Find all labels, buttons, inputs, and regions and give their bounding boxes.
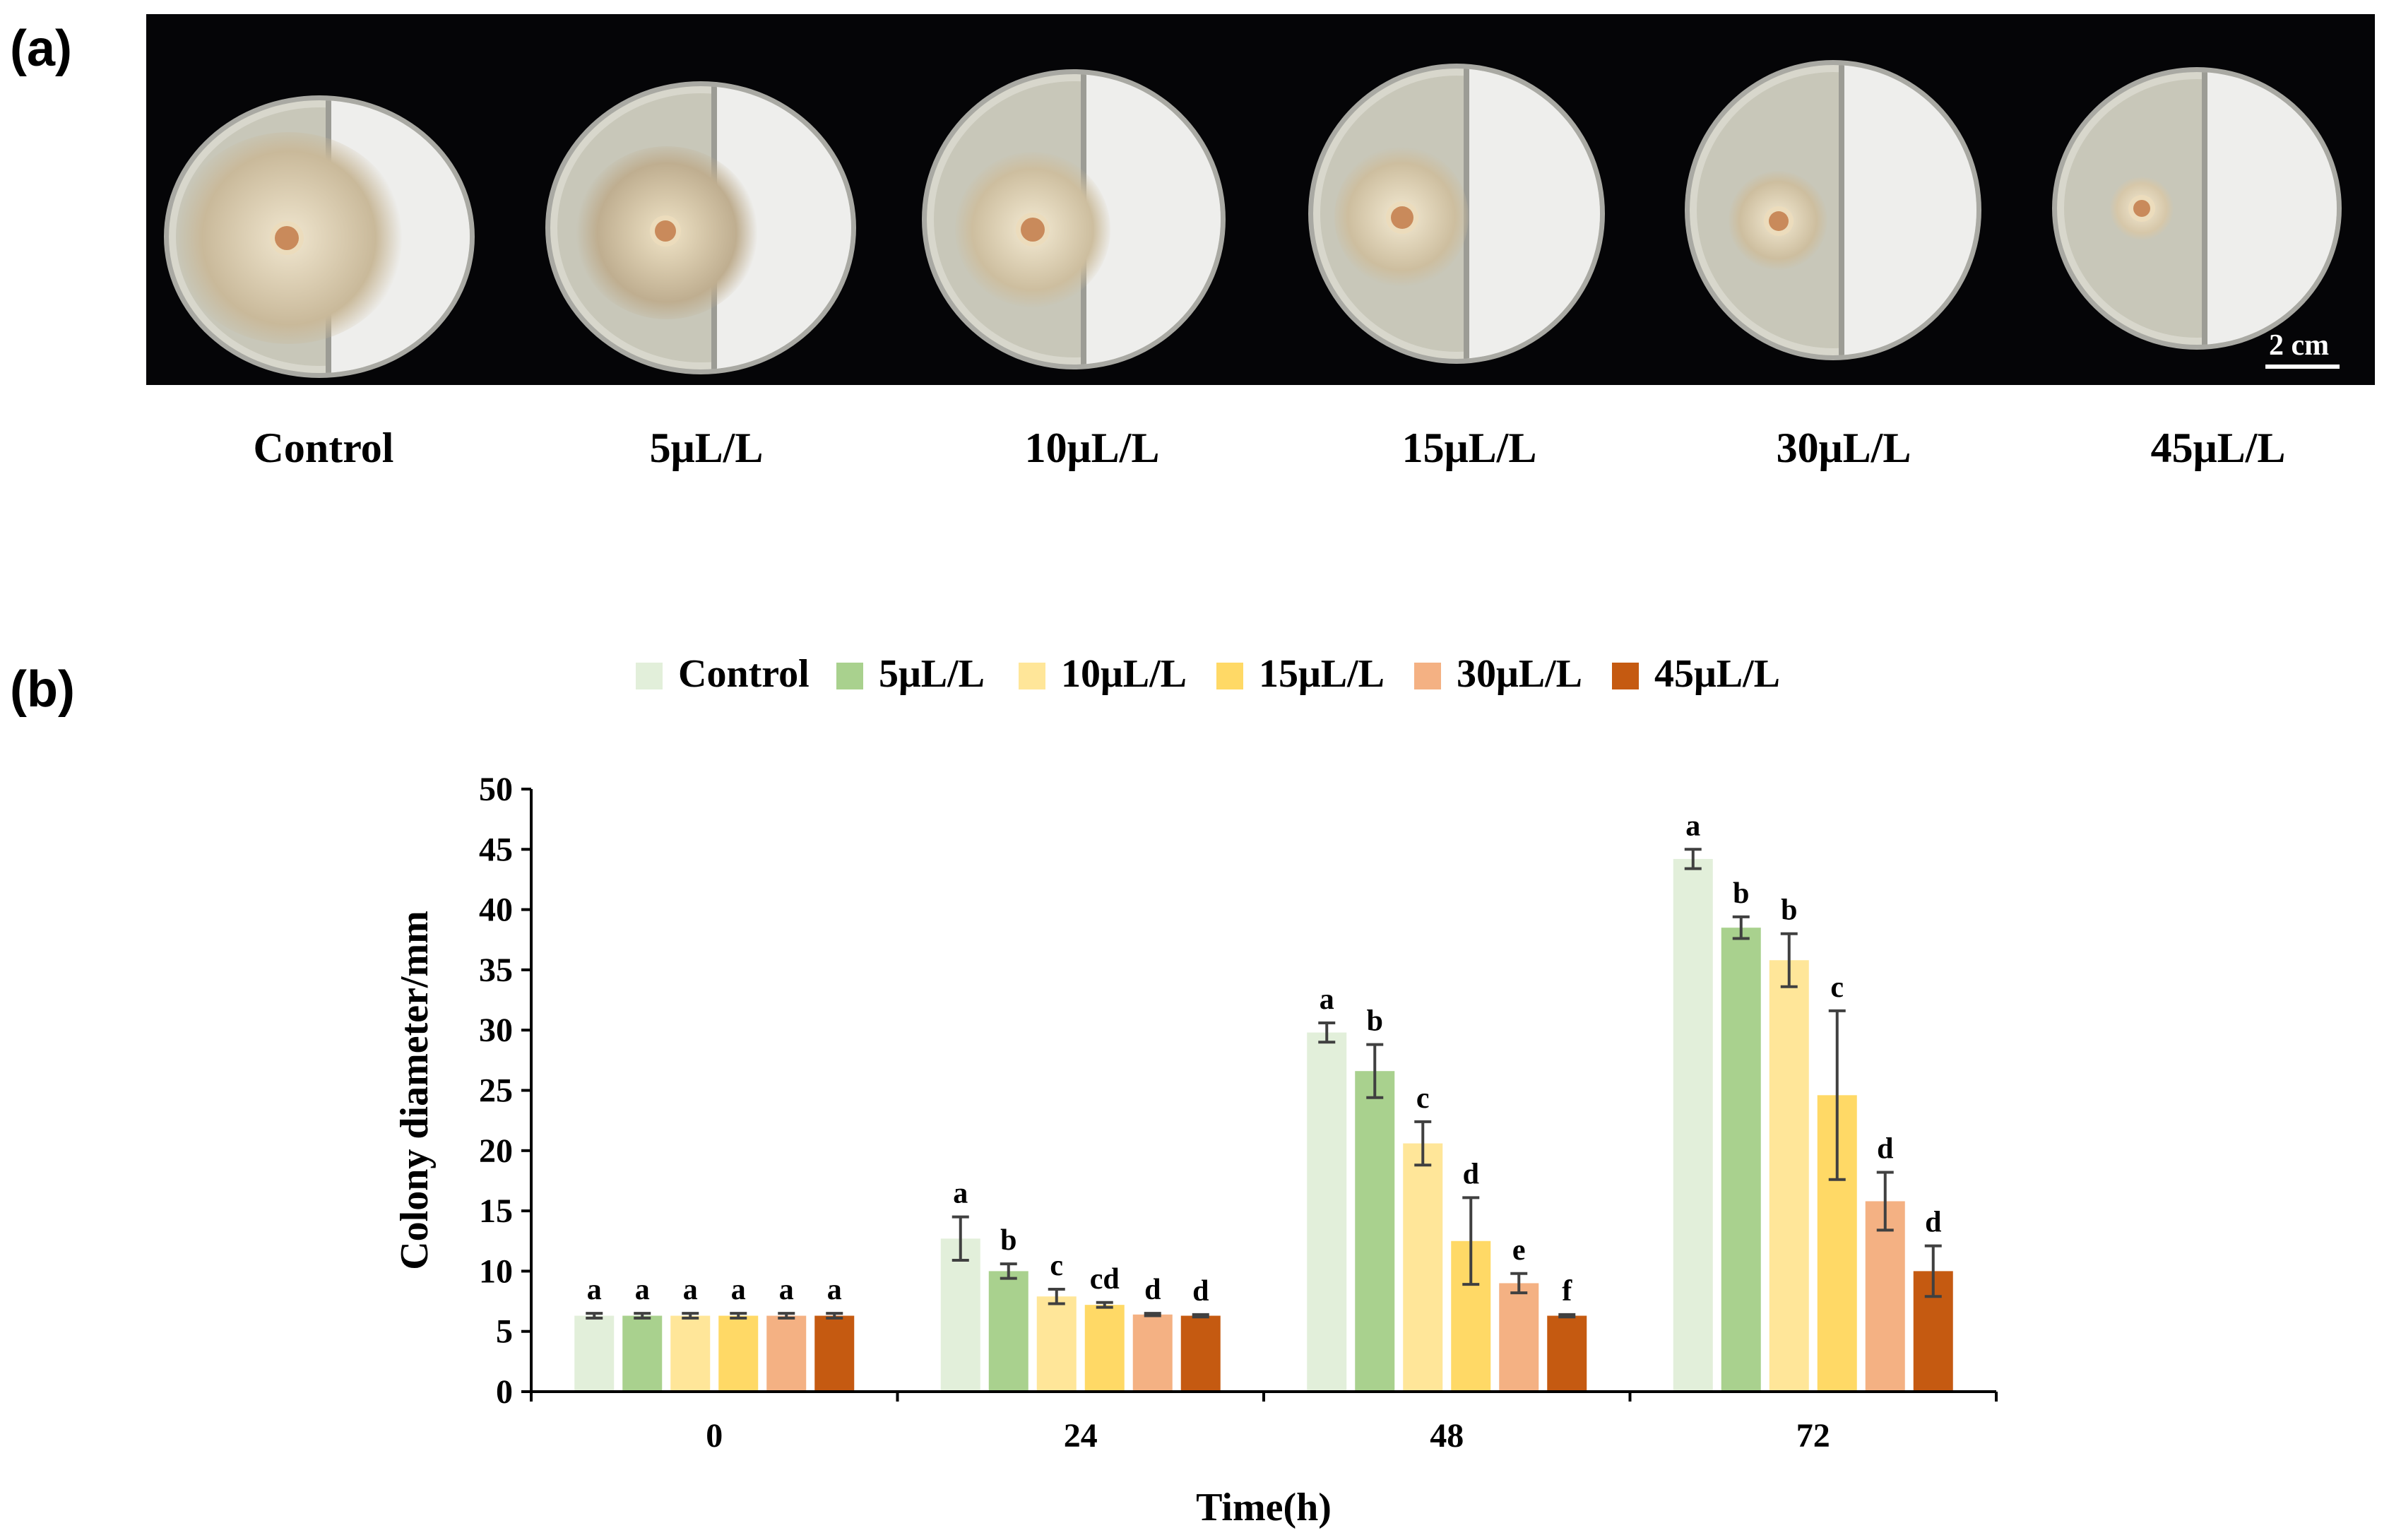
significance-letter: d xyxy=(1463,1158,1479,1190)
panel-a-label: (a) xyxy=(10,20,72,77)
scale-bar-label: 2 cm xyxy=(2269,329,2330,362)
petri-dish-10 xyxy=(922,69,1226,369)
significance-letter: a xyxy=(731,1274,746,1306)
significance-letter: e xyxy=(1512,1234,1526,1267)
petri-dish-30 xyxy=(1685,60,1981,360)
dish-label-15: 15μL/L xyxy=(1401,425,1537,471)
bar xyxy=(1547,1315,1587,1392)
bar xyxy=(1355,1071,1395,1392)
petri-dish-45 xyxy=(2052,67,2342,350)
petri-dish-5 xyxy=(545,81,856,374)
significance-letter: c xyxy=(1416,1082,1430,1115)
bar xyxy=(940,1238,980,1392)
bar xyxy=(670,1315,711,1392)
petri-dish-control xyxy=(164,95,475,378)
legend-label-10: 10μL/L xyxy=(1061,652,1187,696)
x-tick-label: 0 xyxy=(706,1417,723,1455)
significance-letter: a xyxy=(683,1274,698,1306)
bar xyxy=(1673,858,1713,1392)
y-tick-label: 35 xyxy=(479,952,513,989)
petri-dish-15 xyxy=(1308,64,1605,364)
significance-letter: d xyxy=(1144,1274,1161,1306)
significance-letter: c xyxy=(1050,1250,1063,1282)
bar xyxy=(622,1315,663,1392)
y-tick-label: 5 xyxy=(496,1313,513,1351)
bar xyxy=(988,1271,1028,1392)
x-tick-label: 72 xyxy=(1796,1417,1830,1455)
significance-letter: a xyxy=(779,1274,794,1306)
scale-bar xyxy=(2265,365,2340,369)
y-tick-label: 25 xyxy=(479,1072,513,1110)
bar xyxy=(718,1315,759,1392)
bar xyxy=(1132,1314,1173,1392)
bar xyxy=(814,1315,855,1392)
legend-swatch-10 xyxy=(1019,663,1045,689)
legend-swatch-control xyxy=(636,663,663,689)
legend-swatch-45 xyxy=(1612,663,1639,689)
bar xyxy=(766,1315,807,1392)
bar xyxy=(1721,928,1761,1392)
significance-letter: a xyxy=(587,1274,602,1306)
bar xyxy=(1036,1296,1077,1392)
bar xyxy=(1180,1315,1221,1392)
bar xyxy=(1499,1283,1539,1392)
legend-swatch-30 xyxy=(1414,663,1441,689)
significance-letter: b xyxy=(1000,1224,1016,1257)
y-tick-label: 15 xyxy=(479,1192,513,1230)
significance-letter: b xyxy=(1781,894,1797,927)
y-tick-label: 0 xyxy=(496,1373,513,1411)
y-axis-title: Colony diameter/mm xyxy=(393,911,437,1270)
significance-letter: a xyxy=(827,1274,842,1306)
significance-letter: d xyxy=(1192,1275,1209,1308)
significance-letter: a xyxy=(1685,810,1700,842)
y-tick-label: 45 xyxy=(479,831,513,868)
significance-letter: f xyxy=(1562,1275,1572,1308)
y-tick-label: 30 xyxy=(479,1012,513,1049)
legend-label-control: Control xyxy=(678,652,810,696)
significance-letter: a xyxy=(1320,983,1334,1016)
significance-letter: c xyxy=(1830,971,1844,1004)
chart-legend: Control 5μL/L 10μL/L 15μL/L 30μL/L 45μL/… xyxy=(0,647,2389,704)
y-tick-label: 10 xyxy=(479,1252,513,1290)
significance-letter: d xyxy=(1925,1207,1941,1239)
legend-swatch-5 xyxy=(836,663,863,689)
legend-label-15: 15μL/L xyxy=(1259,652,1385,696)
y-tick-label: 50 xyxy=(479,771,513,808)
dish-label-30: 30μL/L xyxy=(1776,425,1911,471)
bar xyxy=(1084,1305,1125,1392)
y-tick-label: 40 xyxy=(479,892,513,929)
legend-label-45: 45μL/L xyxy=(1654,652,1781,696)
bar xyxy=(574,1315,615,1392)
significance-letter: cd xyxy=(1090,1263,1120,1296)
x-tick-label: 48 xyxy=(1430,1417,1464,1455)
panel-b-label: (b) xyxy=(10,661,75,718)
bar xyxy=(1769,960,1809,1392)
significance-letter: a xyxy=(635,1274,650,1306)
significance-letter: b xyxy=(1367,1005,1383,1038)
dish-label-10: 10μL/L xyxy=(1024,425,1160,471)
dish-label-45: 45μL/L xyxy=(2150,425,2286,471)
dish-label-control: Control xyxy=(253,425,394,471)
bar xyxy=(1403,1143,1443,1392)
significance-letter: a xyxy=(953,1178,968,1210)
x-axis-title: Time(h) xyxy=(1196,1486,1332,1529)
legend-label-5: 5μL/L xyxy=(879,652,985,696)
petri-dish-photo: 2 cm xyxy=(146,14,2375,385)
legend-swatch-15 xyxy=(1216,663,1243,689)
y-tick-label: 20 xyxy=(479,1132,513,1170)
bar xyxy=(1865,1201,1905,1392)
significance-letter: b xyxy=(1733,877,1749,910)
bar xyxy=(1307,1032,1347,1392)
dish-label-5: 5μL/L xyxy=(649,425,764,471)
x-tick-label: 24 xyxy=(1064,1417,1098,1455)
legend-label-30: 30μL/L xyxy=(1457,652,1583,696)
significance-letter: d xyxy=(1877,1133,1893,1166)
